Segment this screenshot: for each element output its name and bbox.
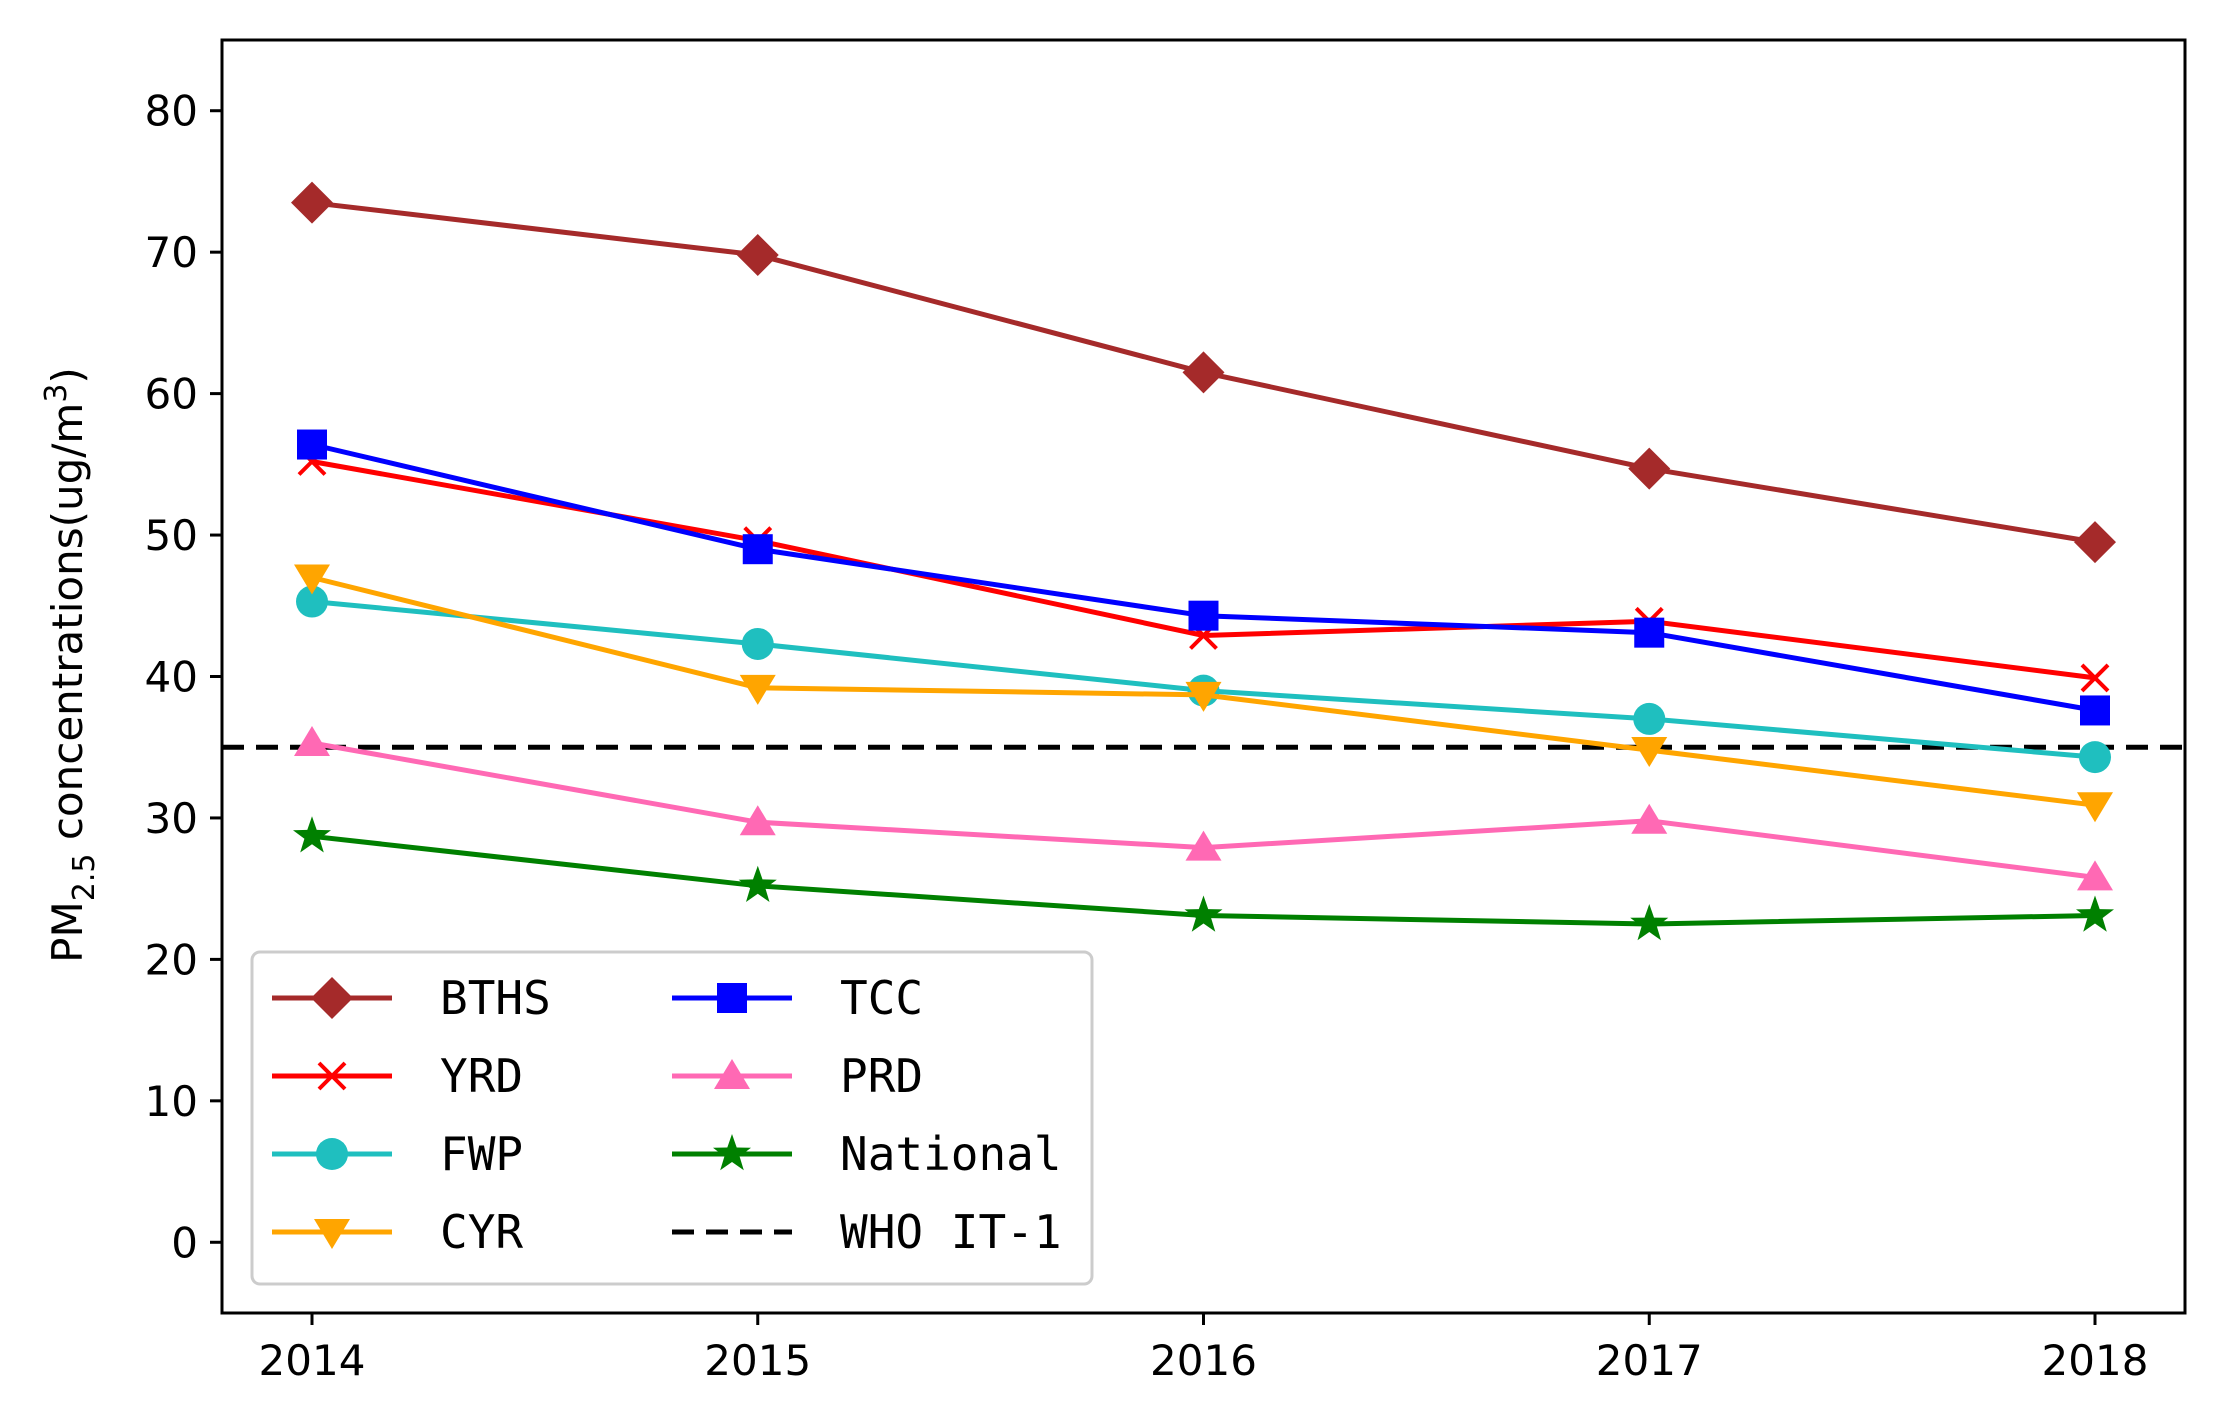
y-tick-label: 10 xyxy=(145,1077,198,1126)
legend-entry-bths: BTHS xyxy=(272,971,551,1025)
legend-label-cyr: CYR xyxy=(440,1205,523,1259)
y-tick-label: 50 xyxy=(145,511,198,560)
y-tick-label: 70 xyxy=(145,228,198,277)
legend-marker-national xyxy=(713,1134,751,1171)
series-layer xyxy=(222,181,2185,941)
legend-label-who-it-1: WHO IT-1 xyxy=(840,1205,1062,1259)
y-tick-label: 60 xyxy=(145,370,198,419)
data-point-tcc xyxy=(1188,600,1219,631)
data-point-national xyxy=(2076,895,2114,932)
data-point-prd xyxy=(2077,860,2113,891)
legend-marker-prd xyxy=(714,1059,750,1089)
y-axis-label: PM2.5 concentrations(ug/m3) xyxy=(39,367,102,963)
data-point-yrd xyxy=(2080,663,2110,693)
y-axis-label-main: PM xyxy=(43,901,92,963)
data-point-cyr xyxy=(739,674,776,705)
data-point-fwp xyxy=(741,627,774,660)
series-tcc xyxy=(297,429,2110,726)
legend-entry-cyr: CYR xyxy=(272,1205,523,1259)
legend-marker-bths xyxy=(311,977,353,1019)
data-point-prd xyxy=(1185,830,1222,861)
y-tick-label: 0 xyxy=(171,1218,198,1267)
y-tick-label: 40 xyxy=(145,653,198,702)
data-point-tcc xyxy=(742,534,773,565)
data-point-prd xyxy=(739,805,776,836)
legend-label-prd: PRD xyxy=(840,1049,923,1103)
data-point-bths xyxy=(1182,351,1225,394)
data-point-fwp xyxy=(2079,741,2111,774)
y-axis-label-rest: concentrations(ug/m xyxy=(43,403,92,854)
data-point-national xyxy=(293,816,331,853)
x-axis: 2014 2015 2016 2017 2018 xyxy=(259,1313,2149,1385)
legend-marker-yrd xyxy=(317,1061,347,1091)
data-point-bths xyxy=(291,181,333,224)
data-point-bths xyxy=(1628,447,1671,490)
x-tick-label: 2018 xyxy=(2042,1336,2149,1385)
data-point-tcc xyxy=(1634,617,1665,648)
data-point-tcc xyxy=(297,429,327,460)
legend-entry-tcc: TCC xyxy=(672,971,923,1025)
data-point-prd xyxy=(1631,803,1668,834)
legend-entry-national: National xyxy=(672,1127,1062,1181)
legend-marker-tcc xyxy=(717,983,747,1013)
legend: BTHS YRD FWP CYR TCC PRD National WHO IT-1 xyxy=(250,950,1094,1286)
legend-label-bths: BTHS xyxy=(440,971,551,1025)
legend-label-fwp: FWP xyxy=(440,1127,523,1181)
x-tick-label: 2015 xyxy=(704,1336,811,1385)
legend-marker-fwp xyxy=(316,1138,348,1170)
series-bths xyxy=(291,181,2116,564)
x-tick-label: 2016 xyxy=(1150,1336,1257,1385)
data-point-bths xyxy=(2074,521,2116,564)
y-axis-label-end: ) xyxy=(43,367,92,383)
data-point-fwp xyxy=(1633,702,1666,735)
x-tick-label: 2017 xyxy=(1596,1336,1703,1385)
data-point-cyr xyxy=(1185,681,1222,712)
legend-box xyxy=(250,950,1094,1286)
legend-label-national: National xyxy=(840,1127,1062,1181)
legend-entry-fwp: FWP xyxy=(272,1127,523,1181)
legend-entry-who-it-1: WHO IT-1 xyxy=(672,1205,1062,1259)
legend-label-tcc: TCC xyxy=(840,971,923,1025)
y-tick-label: 30 xyxy=(145,794,198,843)
data-point-cyr xyxy=(294,564,330,595)
data-point-cyr xyxy=(2077,792,2113,823)
series-cyr xyxy=(294,564,2113,823)
data-point-fwp xyxy=(296,585,328,618)
y-axis-label-sup: 3 xyxy=(39,384,74,403)
series-national xyxy=(293,816,2114,941)
data-point-prd xyxy=(294,725,330,756)
y-axis-label-sub: 2.5 xyxy=(67,854,102,902)
legend-marker-cyr xyxy=(314,1219,350,1249)
legend-label-yrd: YRD xyxy=(440,1049,523,1103)
data-point-national xyxy=(1630,904,1669,941)
data-point-tcc xyxy=(2080,695,2110,726)
legend-entry-prd: PRD xyxy=(672,1049,923,1103)
legend-entry-yrd: YRD xyxy=(272,1049,523,1103)
data-point-national xyxy=(738,865,777,902)
y-tick-label: 20 xyxy=(145,935,198,984)
data-point-national xyxy=(1184,895,1223,932)
x-tick-label: 2014 xyxy=(259,1336,366,1385)
y-axis: 0 10 20 30 40 50 60 70 80 xyxy=(145,87,222,1267)
y-tick-label: 80 xyxy=(145,87,198,136)
series-prd xyxy=(294,725,2113,891)
data-point-bths xyxy=(736,233,779,276)
data-point-cyr xyxy=(1631,737,1668,768)
